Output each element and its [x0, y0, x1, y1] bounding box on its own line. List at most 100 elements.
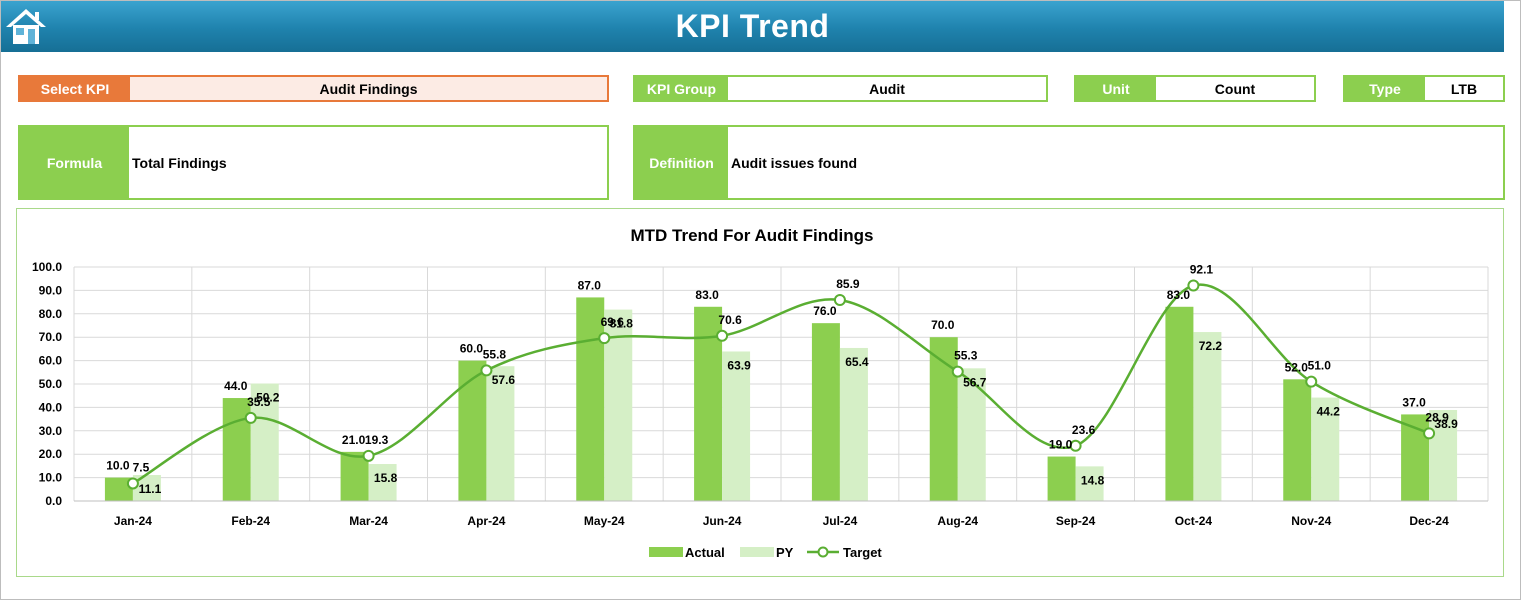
x-tick-label: Apr-24	[467, 514, 505, 528]
bar-actual	[1047, 456, 1076, 501]
legend-label-actual: Actual	[685, 545, 725, 560]
x-tick-label: Jun-24	[703, 514, 742, 528]
data-label-target: 35.5	[247, 395, 271, 409]
data-label-actual: 52.0	[1285, 360, 1309, 374]
target-point	[1187, 279, 1200, 292]
legend-label-py: PY	[776, 545, 794, 560]
data-label-py: 44.2	[1317, 405, 1341, 419]
bar-actual	[929, 337, 958, 501]
x-tick-label: Jan-24	[114, 514, 152, 528]
bar-actual	[1283, 379, 1312, 501]
data-label-target: 92.1	[1190, 262, 1214, 276]
legend-swatch-py	[740, 547, 774, 557]
data-label-actual: 44.0	[224, 379, 248, 393]
data-label-target: 51.0	[1308, 359, 1332, 373]
target-point	[1423, 427, 1436, 440]
data-label-actual: 37.0	[1402, 395, 1426, 409]
x-tick-label: Feb-24	[231, 514, 270, 528]
legend-label-target: Target	[843, 545, 882, 560]
y-tick-label: 50.0	[39, 377, 63, 391]
x-tick-label: Dec-24	[1409, 514, 1449, 528]
bar-py	[1075, 466, 1104, 501]
data-label-py: 50.2	[256, 391, 280, 405]
bar-actual	[1165, 306, 1194, 501]
x-tick-label: Sep-24	[1056, 514, 1096, 528]
target-point	[1069, 439, 1082, 452]
data-label-py: 63.9	[727, 358, 751, 372]
x-tick-label: Aug-24	[937, 514, 978, 528]
type-value: LTB	[1425, 77, 1503, 100]
data-label-target: 7.5	[133, 460, 150, 474]
kpi-group-label: KPI Group	[635, 77, 728, 100]
data-label-target: 70.6	[718, 313, 742, 327]
y-tick-label: 90.0	[39, 283, 63, 297]
y-tick-label: 30.0	[39, 424, 63, 438]
data-label-target: 55.8	[483, 347, 507, 361]
bar-py	[368, 464, 397, 501]
data-label-py: 65.4	[845, 355, 869, 369]
target-point	[126, 477, 139, 490]
bar-py	[722, 351, 751, 501]
select-kpi-label: Select KPI	[20, 77, 130, 100]
data-label-py: 11.1	[139, 482, 162, 496]
data-label-target: 19.3	[365, 433, 389, 447]
kpi-group-value: Audit	[728, 77, 1046, 100]
target-point	[480, 364, 493, 377]
y-tick-label: 10.0	[39, 471, 63, 485]
type-label: Type	[1345, 77, 1425, 100]
data-label-actual: 10.0	[106, 459, 130, 473]
home-icon[interactable]	[4, 7, 48, 45]
data-label-actual: 83.0	[695, 288, 719, 302]
select-kpi-dropdown[interactable]: Audit Findings	[130, 77, 607, 100]
y-tick-label: 20.0	[39, 447, 63, 461]
data-label-target: 55.3	[954, 349, 978, 363]
formula-box: Formula Total Findings	[18, 125, 609, 200]
header-bar: KPI Trend	[1, 1, 1504, 52]
bar-py	[1311, 397, 1340, 501]
x-tick-label: May-24	[584, 514, 625, 528]
data-label-target: 23.6	[1072, 423, 1096, 437]
data-label-py: 15.8	[374, 471, 398, 485]
x-tick-label: Jul-24	[823, 514, 858, 528]
unit-value: Count	[1156, 77, 1314, 100]
x-tick-label: Oct-24	[1175, 514, 1213, 528]
bar-actual	[576, 297, 605, 501]
bar-py	[1429, 409, 1458, 501]
data-label-actual: 60.0	[460, 342, 484, 356]
target-point	[833, 293, 846, 306]
bar-py	[1193, 332, 1222, 501]
bar-actual	[811, 323, 840, 501]
target-point	[951, 365, 964, 378]
y-tick-label: 40.0	[39, 400, 63, 414]
target-point	[362, 449, 375, 462]
definition-value: Audit issues found	[728, 127, 1503, 198]
data-label-actual: 87.0	[578, 278, 602, 292]
data-label-py: 72.2	[1199, 339, 1223, 353]
definition-box: Definition Audit issues found	[633, 125, 1505, 200]
y-tick-label: 60.0	[39, 354, 63, 368]
kpi-group-field: KPI Group Audit	[633, 75, 1048, 102]
formula-label: Formula	[20, 127, 129, 198]
y-tick-label: 70.0	[39, 330, 63, 344]
target-point	[716, 329, 729, 342]
data-label-actual: 83.0	[1167, 288, 1191, 302]
data-label-py: 38.9	[1434, 417, 1458, 431]
bar-actual	[458, 360, 487, 501]
data-label-py: 57.6	[492, 373, 516, 387]
y-tick-label: 0.0	[45, 494, 62, 508]
select-kpi-field: Select KPI Audit Findings	[18, 75, 609, 102]
data-label-target: 28.9	[1425, 410, 1449, 424]
unit-field: Unit Count	[1074, 75, 1316, 102]
data-label-py: 81.8	[610, 317, 634, 331]
x-tick-label: Nov-24	[1291, 514, 1331, 528]
page-title: KPI Trend	[675, 8, 830, 44]
formula-value: Total Findings	[129, 127, 607, 198]
data-label-actual: 21.0	[342, 433, 366, 447]
target-point	[244, 411, 257, 424]
y-tick-label: 80.0	[39, 307, 63, 321]
type-field: Type LTB	[1343, 75, 1505, 102]
data-label-actual: 76.0	[813, 304, 837, 318]
data-label-py: 14.8	[1081, 473, 1105, 487]
data-label-py: 56.7	[963, 375, 987, 389]
bar-actual	[340, 451, 369, 501]
